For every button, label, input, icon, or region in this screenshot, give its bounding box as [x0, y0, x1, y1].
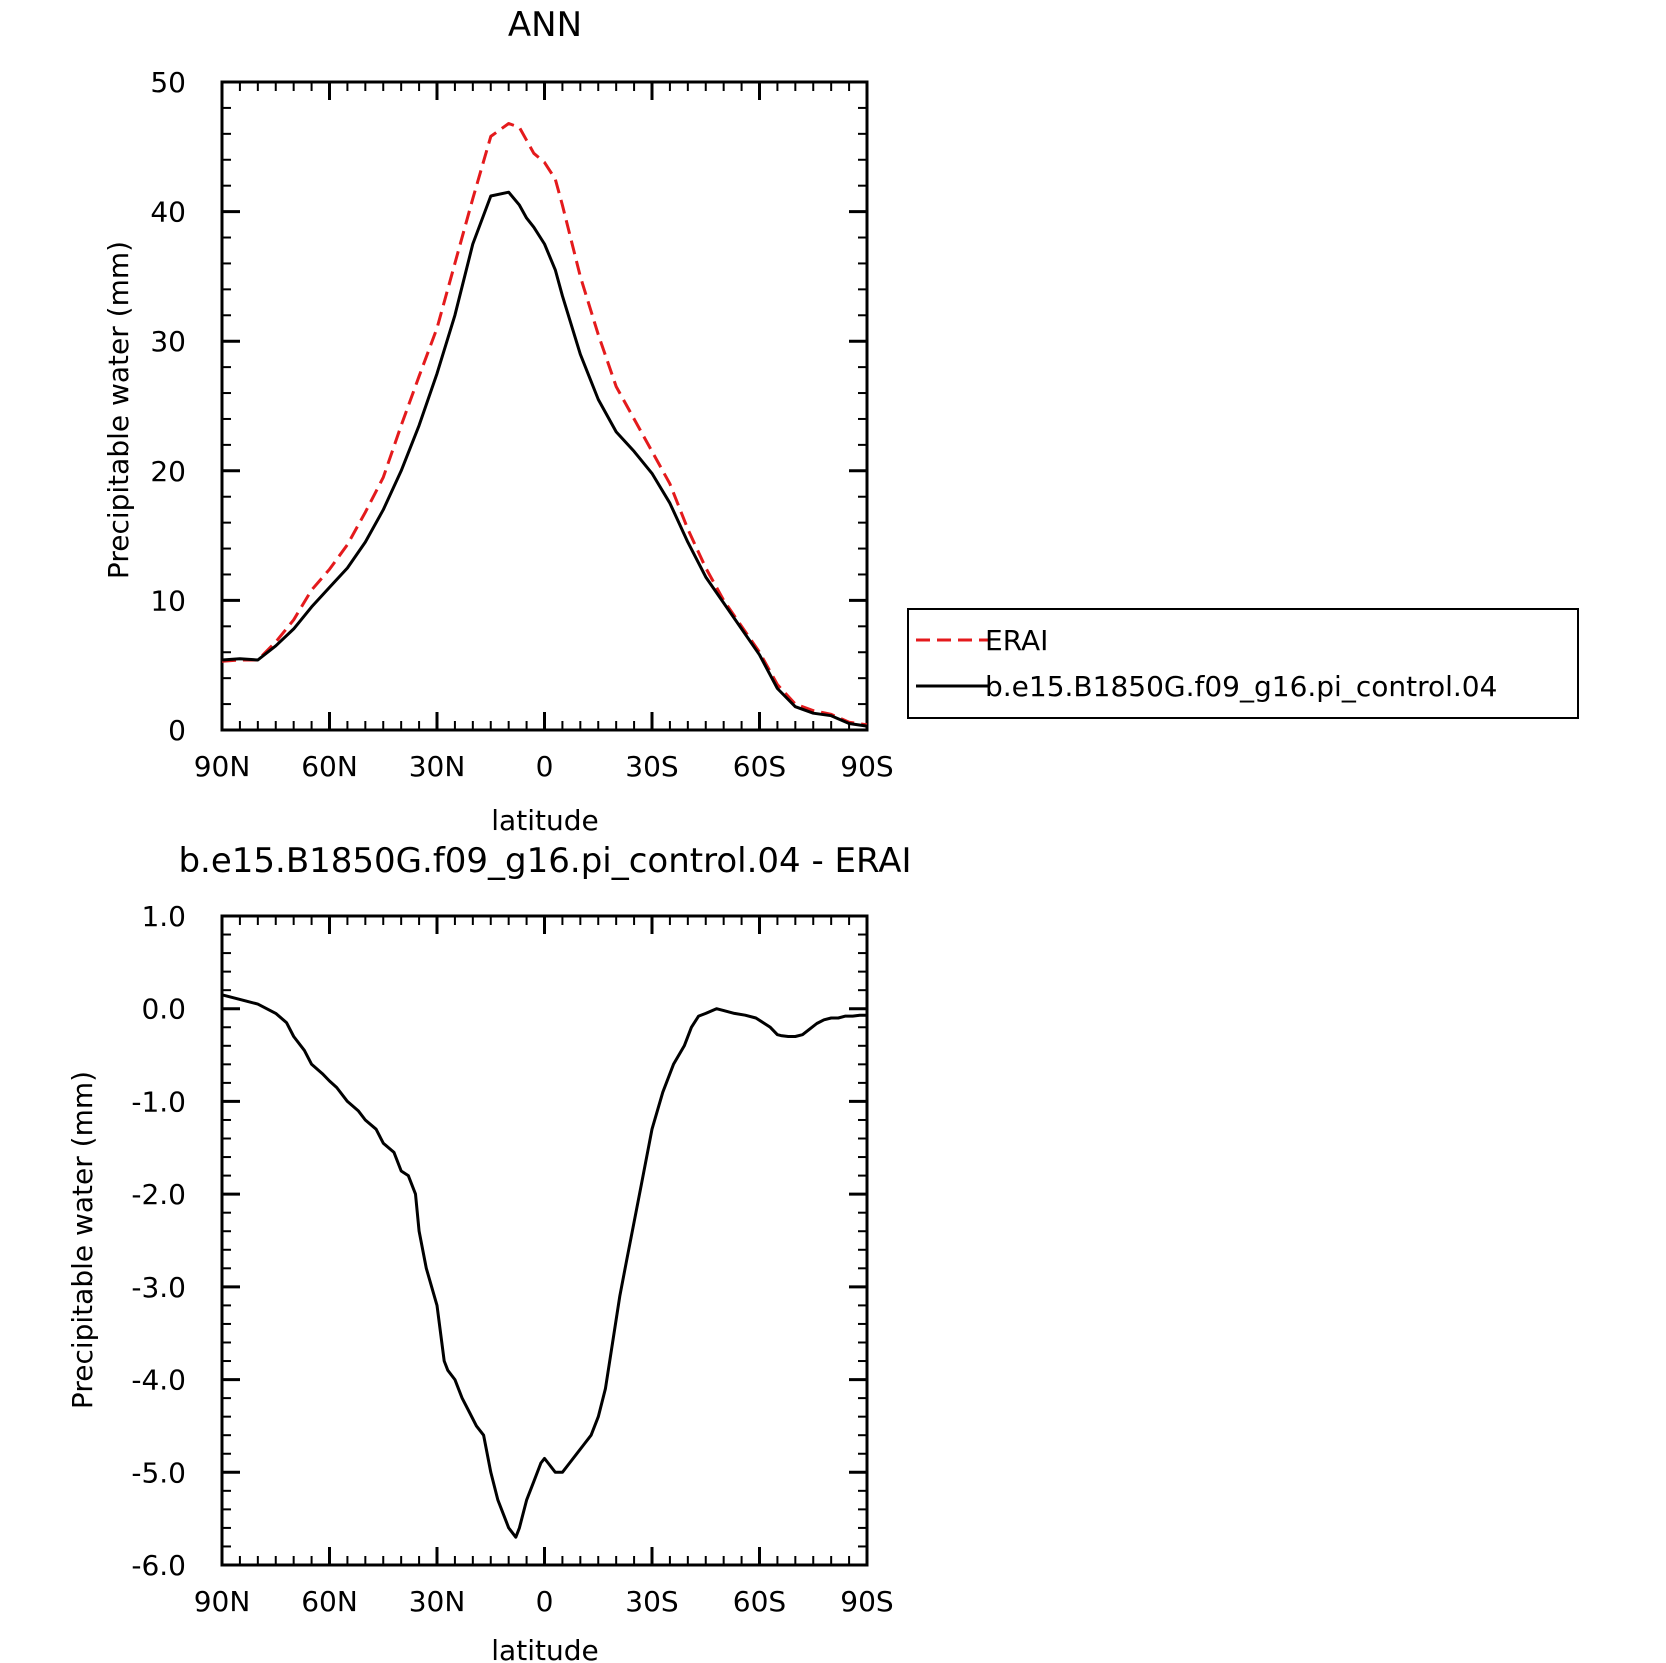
- top-chart-y-axis-label: Precipitable water (mm): [102, 241, 135, 579]
- top-x-tick-label: 90N: [194, 750, 251, 783]
- svg-text:Precipitable water (mm): Precipitable water (mm): [102, 241, 135, 579]
- bottom-y-tick-label: -2.0: [131, 1178, 186, 1211]
- top-series-line-0: [221, 122, 868, 727]
- bottom-y-tick-label: -3.0: [131, 1271, 186, 1304]
- top-x-tick-label: 60N: [301, 750, 358, 783]
- bottom-y-tick-label: 0.0: [141, 993, 186, 1026]
- bottom-plot-frame: [220, 914, 869, 1567]
- top-y-tick-label: 50: [150, 66, 186, 99]
- bottom-x-tick-label: 60N: [301, 1585, 358, 1618]
- bottom-x-tick-label: 30S: [625, 1585, 678, 1618]
- top-x-tick-label: 90S: [840, 750, 893, 783]
- bottom-x-tick-label: 90S: [840, 1585, 893, 1618]
- legend-label-erai: ERAI: [985, 624, 1048, 657]
- top-x-tick-label: 0: [536, 750, 554, 783]
- bottom-y-tick-label: -6.0: [131, 1549, 186, 1582]
- top-y-tick-label: 10: [150, 584, 186, 617]
- top-plot-frame: [220, 80, 869, 732]
- legend-box: [907, 608, 1579, 719]
- top-y-tick-label: 0: [168, 714, 186, 747]
- bottom-x-tick-label: 0: [536, 1585, 554, 1618]
- bottom-x-tick-label: 90N: [194, 1585, 251, 1618]
- legend: ERAI b.e15.B1850G.f09_g16.pi_control.04: [907, 608, 1579, 719]
- bottom-y-tick-label: -4.0: [131, 1364, 186, 1397]
- top-y-tick-label: 40: [150, 196, 186, 229]
- top-chart-title: ANN: [508, 5, 582, 45]
- top-x-tick-label: 30S: [625, 750, 678, 783]
- top-x-tick-label: 30N: [409, 750, 466, 783]
- bottom-x-tick-label: 30N: [409, 1585, 466, 1618]
- bottom-y-tick-label: -5.0: [131, 1456, 186, 1489]
- top-y-tick-label: 30: [150, 325, 186, 358]
- top-series-line-1: [221, 190, 868, 728]
- bottom-chart-panel: b.e15.B1850G.f09_g16.pi_control.04 - ERA…: [66, 841, 912, 1663]
- svg-text:Precipitable water (mm): Precipitable water (mm): [66, 1071, 99, 1409]
- top-chart-panel: ANN Precipitable water (mm) latitude 90N…: [102, 5, 1579, 837]
- top-x-tick-label: 60S: [733, 750, 786, 783]
- bottom-series-line-0: [221, 993, 867, 1539]
- bottom-x-tick-label: 60S: [733, 1585, 786, 1618]
- bottom-chart-y-axis-label: Precipitable water (mm): [66, 1071, 99, 1409]
- bottom-y-tick-label: -1.0: [131, 1085, 186, 1118]
- top-chart-x-axis-label: latitude: [491, 804, 598, 837]
- bottom-chart-x-axis-label: latitude: [491, 1634, 598, 1663]
- bottom-chart-title: b.e15.B1850G.f09_g16.pi_control.04 - ERA…: [178, 841, 911, 881]
- legend-label-model: b.e15.B1850G.f09_g16.pi_control.04: [985, 670, 1497, 703]
- top-y-tick-label: 20: [150, 455, 186, 488]
- bottom-y-tick-label: 1.0: [141, 900, 186, 933]
